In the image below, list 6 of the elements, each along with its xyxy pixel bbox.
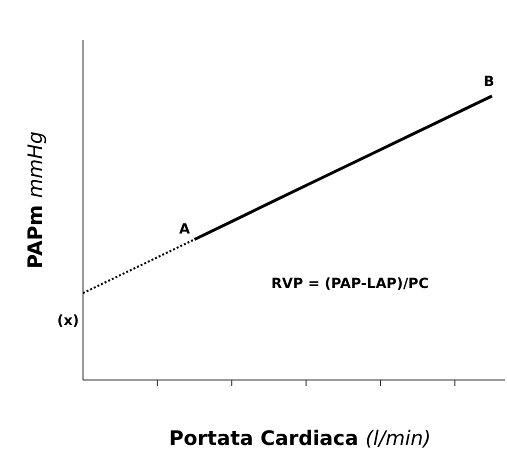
x-axis-title: Portata Cardiaca (l/min) (169, 426, 431, 450)
y-axis-title: PAPm mmHg (23, 131, 47, 269)
annotation: A (179, 221, 190, 238)
text: B (484, 74, 494, 90)
text: (x) (57, 313, 79, 330)
annotation: RVP = (PAP-LAP)/PC (271, 276, 429, 292)
